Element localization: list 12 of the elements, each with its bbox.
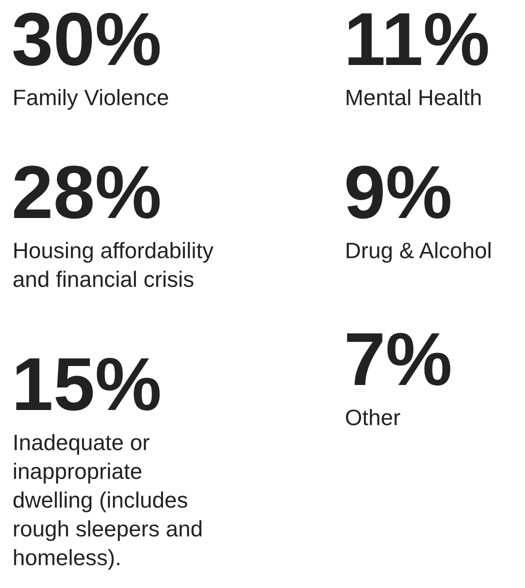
data-label: 30% [13, 12, 160, 66]
category-label: Other [346, 409, 400, 426]
category-label: Inadequate or inappropriate dwelling (includes rough sleepers and homeless). [14, 434, 202, 570]
data-label: 9% [346, 166, 450, 219]
data-label: 7% [347, 332, 450, 386]
data-label: 15% [16, 358, 160, 411]
category-label: Mental Health [346, 89, 481, 106]
data-label: 11% [348, 12, 488, 66]
category-label: Drug & Alcohol [346, 242, 490, 263]
data-label: 28% [14, 166, 160, 219]
category-label: Housing affordability and financial crisis [14, 242, 214, 288]
category-label: Family Violence [14, 89, 168, 110]
